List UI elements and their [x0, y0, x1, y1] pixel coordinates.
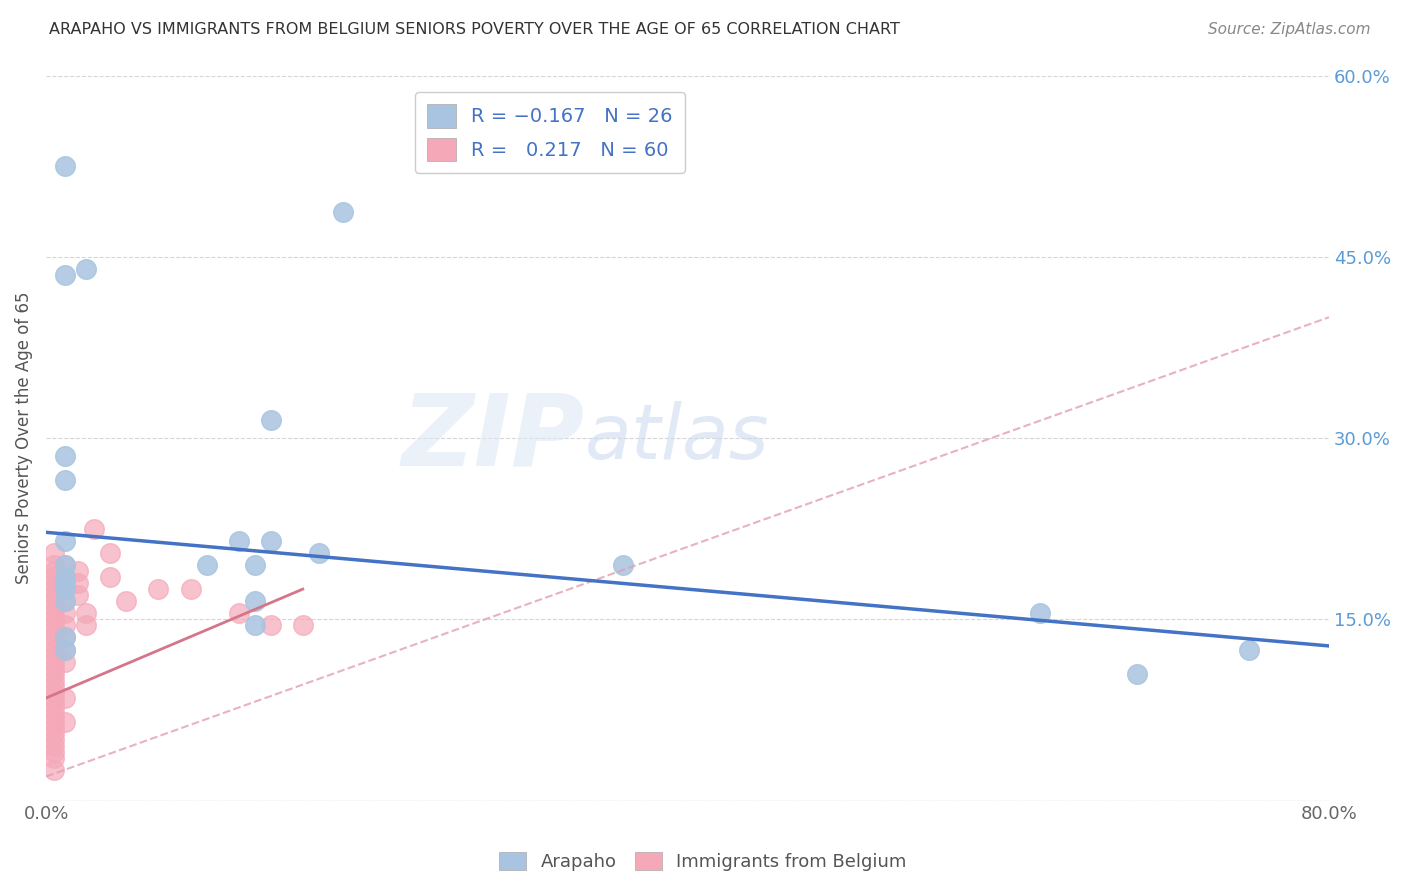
Point	[44, 690, 66, 705]
Point	[44, 709, 66, 723]
Point	[55, 582, 77, 596]
Point	[98, 570, 121, 584]
Point	[44, 673, 66, 687]
Point	[44, 655, 66, 669]
Point	[83, 522, 105, 536]
Point	[55, 558, 77, 572]
Point	[75, 261, 97, 276]
Point	[55, 533, 77, 548]
Point	[332, 205, 354, 219]
Text: ZIP: ZIP	[402, 390, 585, 486]
Point	[44, 570, 66, 584]
Point	[44, 714, 66, 729]
Point	[98, 546, 121, 560]
Point	[55, 642, 77, 657]
Point	[243, 618, 266, 632]
Point	[44, 727, 66, 741]
Point	[55, 655, 77, 669]
Point	[612, 558, 634, 572]
Point	[55, 618, 77, 632]
Text: ARAPAHO VS IMMIGRANTS FROM BELGIUM SENIORS POVERTY OVER THE AGE OF 65 CORRELATIO: ARAPAHO VS IMMIGRANTS FROM BELGIUM SENIO…	[49, 22, 900, 37]
Legend: Arapaho, Immigrants from Belgium: Arapaho, Immigrants from Belgium	[492, 845, 914, 879]
Point	[55, 268, 77, 282]
Point	[44, 576, 66, 591]
Point	[260, 533, 283, 548]
Point	[44, 685, 66, 699]
Point	[55, 582, 77, 596]
Point	[44, 564, 66, 578]
Text: Source: ZipAtlas.com: Source: ZipAtlas.com	[1208, 22, 1371, 37]
Point	[115, 594, 138, 608]
Point	[44, 607, 66, 621]
Point	[44, 739, 66, 754]
Point	[55, 690, 77, 705]
Point	[75, 618, 97, 632]
Point	[195, 558, 218, 572]
Point	[44, 594, 66, 608]
Point	[260, 413, 283, 427]
Point	[44, 612, 66, 626]
Point	[1125, 666, 1147, 681]
Point	[44, 631, 66, 645]
Point	[44, 642, 66, 657]
Point	[55, 449, 77, 463]
Point	[55, 570, 77, 584]
Point	[55, 714, 77, 729]
Point	[1237, 642, 1260, 657]
Point	[44, 648, 66, 663]
Point	[44, 666, 66, 681]
Point	[44, 751, 66, 765]
Point	[179, 582, 201, 596]
Point	[260, 618, 283, 632]
Point	[75, 607, 97, 621]
Point	[55, 631, 77, 645]
Point	[55, 594, 77, 608]
Point	[44, 636, 66, 650]
Point	[291, 618, 314, 632]
Point	[67, 564, 90, 578]
Point	[55, 159, 77, 173]
Point	[44, 679, 66, 693]
Point	[44, 582, 66, 596]
Point	[44, 618, 66, 632]
Point	[55, 570, 77, 584]
Point	[44, 600, 66, 615]
Point	[44, 733, 66, 747]
Text: atlas: atlas	[585, 401, 769, 475]
Point	[44, 697, 66, 711]
Point	[55, 631, 77, 645]
Legend: R = −0.167   N = 26, R =   0.217   N = 60: R = −0.167 N = 26, R = 0.217 N = 60	[415, 93, 685, 173]
Point	[44, 764, 66, 778]
Y-axis label: Seniors Poverty Over the Age of 65: Seniors Poverty Over the Age of 65	[15, 292, 32, 584]
Point	[243, 594, 266, 608]
Point	[148, 582, 170, 596]
Point	[1029, 607, 1052, 621]
Point	[228, 533, 250, 548]
Point	[55, 607, 77, 621]
Point	[44, 558, 66, 572]
Point	[44, 721, 66, 735]
Point	[44, 661, 66, 675]
Point	[228, 607, 250, 621]
Point	[44, 588, 66, 602]
Point	[67, 576, 90, 591]
Point	[44, 546, 66, 560]
Point	[55, 594, 77, 608]
Point	[67, 588, 90, 602]
Point	[44, 745, 66, 759]
Point	[308, 546, 330, 560]
Point	[44, 703, 66, 717]
Point	[55, 576, 77, 591]
Point	[55, 474, 77, 488]
Point	[55, 558, 77, 572]
Point	[55, 642, 77, 657]
Point	[44, 624, 66, 639]
Point	[243, 558, 266, 572]
